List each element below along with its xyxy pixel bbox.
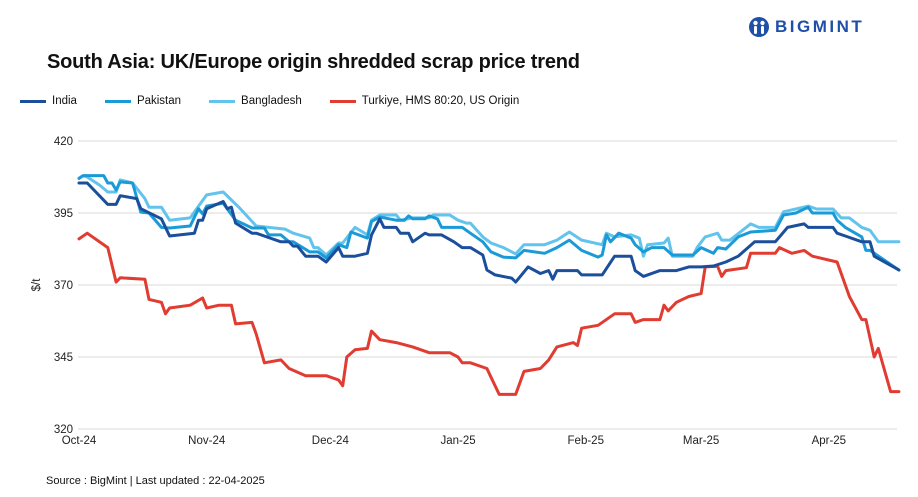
series-line-turkiye	[77, 231, 901, 396]
x-tick-label: Feb-25	[568, 435, 604, 447]
legend-swatch	[104, 99, 131, 103]
x-tick-label: Dec-24	[312, 435, 350, 447]
brand-name: BIGMINT	[775, 17, 865, 36]
series-line-bangladesh	[77, 174, 901, 258]
y-tick-label: 395	[54, 208, 73, 220]
y-tick-label: 370	[54, 280, 73, 292]
legend-label: Bangladesh	[241, 95, 302, 107]
legend-swatch	[329, 99, 356, 103]
legend-item-india: India	[20, 95, 77, 107]
legend: India Pakistan Bangladesh Turkiye, HMS 8…	[20, 95, 547, 107]
legend-swatch	[20, 99, 46, 103]
legend-item-pakistan: Pakistan	[104, 95, 182, 107]
chart-title: South Asia: UK/Europe origin shredded sc…	[47, 51, 580, 73]
y-tick-label: 420	[54, 136, 73, 148]
people-globe-icon	[749, 17, 769, 37]
series-line-pakistan	[77, 174, 901, 272]
legend-label: Turkiye, HMS 80:20, US Origin	[361, 95, 520, 107]
y-tick-label: 345	[54, 352, 73, 364]
legend-label: India	[52, 95, 77, 107]
x-tick-label: Apr-25	[812, 435, 847, 447]
y-axis-label: $/t	[31, 278, 43, 292]
series-line-india	[77, 181, 901, 284]
x-tick-label: Oct-24	[62, 435, 97, 447]
y-tick-label: 320	[54, 424, 73, 436]
x-tick-label: Mar-25	[683, 435, 719, 447]
source-note: Source : BigMint | Last updated : 22-04-…	[46, 475, 265, 487]
x-tick-label: Nov-24	[188, 435, 226, 447]
legend-label: Pakistan	[136, 95, 182, 107]
legend-item-bangladesh: Bangladesh	[209, 95, 302, 107]
legend-swatch	[209, 99, 236, 103]
legend-item-turkiye: Turkiye, HMS 80:20, US Origin	[329, 95, 520, 107]
bigmint-logo: BIGMINT	[748, 16, 864, 38]
x-tick-label: Jan-25	[440, 435, 475, 447]
